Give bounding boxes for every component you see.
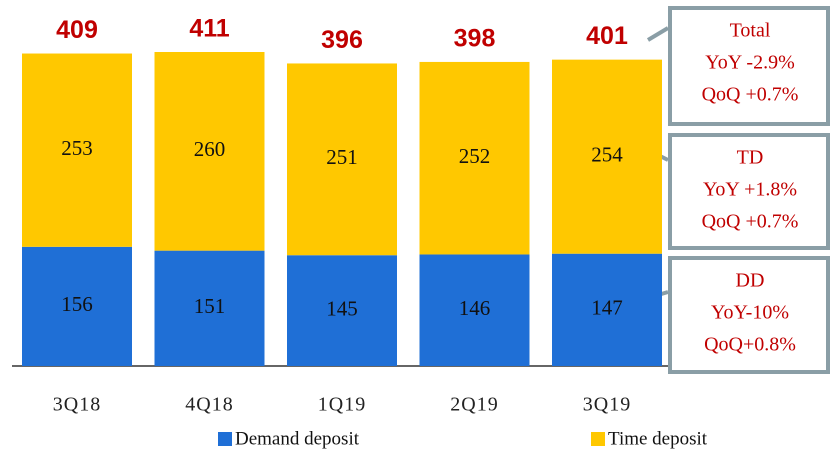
total-label: 409 (56, 16, 98, 44)
value-label: 252 (459, 144, 491, 168)
total-label: 411 (189, 15, 229, 43)
value-label: 260 (194, 137, 226, 161)
x-tick-label: 2Q19 (450, 394, 498, 416)
annotation-text: Total (730, 20, 771, 42)
total-label: 396 (321, 26, 363, 54)
bar-segment (154, 52, 265, 251)
annotation-text: QoQ +0.7% (702, 211, 799, 233)
value-label: 251 (326, 145, 358, 169)
bar-segment (154, 250, 265, 366)
bar-segment (287, 255, 397, 366)
legend-swatch (218, 432, 232, 446)
annotation-box (668, 133, 830, 250)
value-label: 254 (591, 142, 623, 166)
annotation-text: QoQ +0.7% (702, 84, 799, 106)
annotation-box (668, 6, 830, 126)
value-label: 146 (459, 296, 491, 320)
bar-segment (419, 254, 530, 366)
annotation-text: QoQ+0.8% (704, 334, 796, 356)
bar-segment (22, 246, 132, 366)
value-label: 145 (326, 296, 358, 320)
bar-segment (22, 53, 132, 247)
value-label: 253 (61, 136, 93, 160)
x-tick-label: 4Q18 (185, 394, 233, 416)
annotation-text: YoY-10% (711, 302, 789, 324)
annotation-text: YoY -2.9% (705, 52, 794, 74)
legend-label: Time deposit (608, 428, 708, 449)
legend-swatch (591, 432, 605, 446)
total-label: 401 (586, 22, 628, 50)
total-label: 398 (454, 25, 496, 53)
bar-segment (287, 63, 397, 256)
value-label: 156 (61, 292, 93, 316)
x-tick-label: 3Q18 (53, 394, 101, 416)
value-label: 147 (591, 296, 623, 320)
connector (646, 26, 670, 42)
x-tick-label: 1Q19 (318, 394, 366, 416)
bar-segment (552, 253, 662, 366)
bar-segment (419, 61, 530, 255)
annotation-text: TD (737, 147, 764, 169)
legend-label: Demand deposit (235, 428, 360, 449)
annotation-text: YoY +1.8% (703, 179, 797, 201)
annotation-box (668, 256, 830, 374)
annotation-text: DD (736, 270, 765, 292)
x-tick-label: 3Q19 (583, 394, 631, 416)
bar-segment (552, 59, 662, 254)
value-label: 151 (194, 294, 226, 318)
